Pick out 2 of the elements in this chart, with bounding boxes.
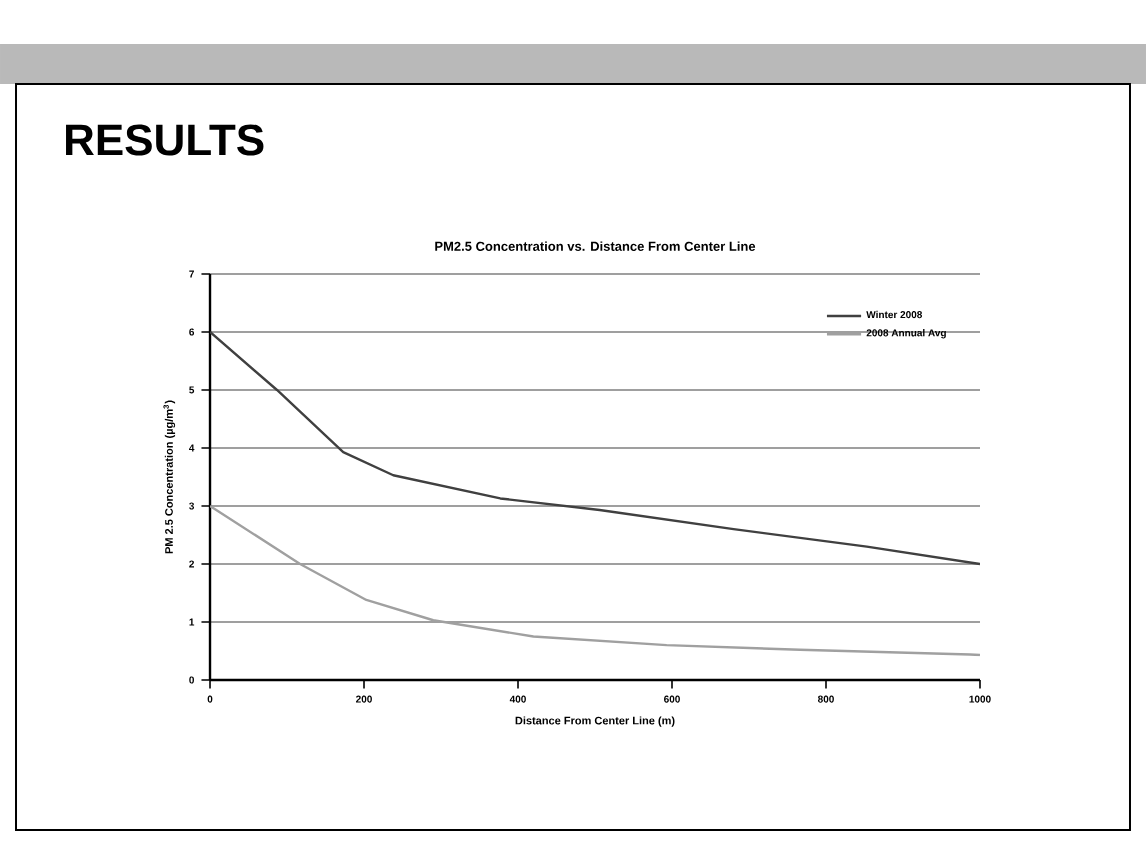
text: RESULTS xyxy=(66,124,264,156)
line-series xyxy=(210,330,980,566)
